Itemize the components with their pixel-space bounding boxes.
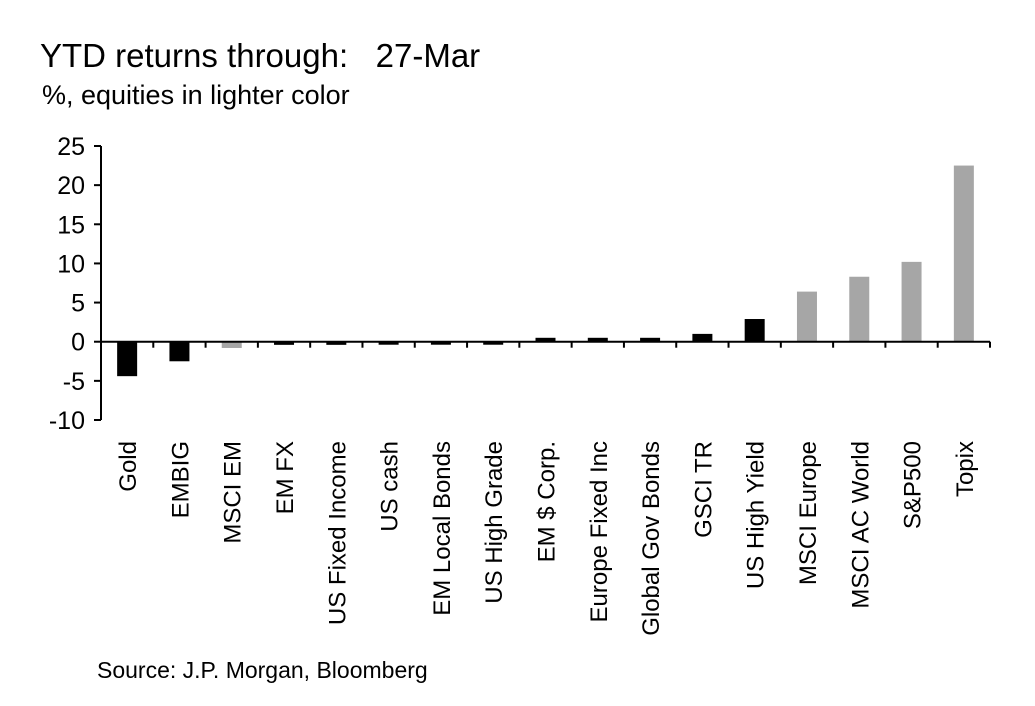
y-tick-label: 20 xyxy=(57,172,85,200)
y-tick-label: -5 xyxy=(63,368,85,396)
x-tick-label: US High Yield xyxy=(743,441,770,589)
bar xyxy=(849,276,870,342)
x-tick-label: Topix xyxy=(952,441,979,497)
x-tick-label: US Fixed Income xyxy=(324,441,351,625)
bar xyxy=(535,337,556,342)
bar xyxy=(483,341,504,345)
y-tick-label: -10 xyxy=(49,407,85,435)
x-tick-label: MSCI EM xyxy=(220,441,247,544)
bar xyxy=(796,291,817,342)
x-tick-label: Europe Fixed Inc xyxy=(586,441,613,622)
y-tick-label: 10 xyxy=(57,250,85,278)
x-tick-label: EM $ Corp. xyxy=(534,441,561,562)
y-tick-label: 5 xyxy=(71,290,85,318)
bar xyxy=(744,319,765,342)
x-tick-label: EM FX xyxy=(272,441,299,514)
x-tick-label: MSCI AC World xyxy=(847,441,874,609)
bar xyxy=(953,165,974,342)
x-tick-label: EM Local Bonds xyxy=(429,441,456,616)
bars xyxy=(117,165,974,377)
chart-subtitle: %, equities in lighter color xyxy=(42,80,350,110)
y-tick-label: 25 xyxy=(57,133,85,161)
bar xyxy=(117,341,138,377)
x-tick-label: Gold xyxy=(115,441,142,492)
bar xyxy=(640,337,661,342)
x-tick-label: S&P500 xyxy=(900,441,927,529)
y-tick-label: 15 xyxy=(57,211,85,239)
y-axis: 25 20 15 10 5 0 -5 -10 xyxy=(49,133,102,435)
bar xyxy=(587,337,608,342)
bar xyxy=(221,341,242,348)
bar xyxy=(692,333,713,342)
x-tick-label: US High Grade xyxy=(481,441,508,604)
source-note: Source: J.P. Morgan, Bloomberg xyxy=(97,657,428,683)
x-tick-label: Global Gov Bonds xyxy=(638,441,665,636)
bar xyxy=(274,341,295,345)
y-tick-label: 0 xyxy=(71,329,85,357)
bar xyxy=(378,341,399,345)
bar xyxy=(430,341,451,345)
bar xyxy=(901,261,922,342)
x-axis: Gold EMBIG MSCI EM EM FX US Fixed Income US c… xyxy=(100,340,991,636)
x-tick-label: EMBIG xyxy=(167,441,194,518)
bar xyxy=(326,341,347,345)
x-tick-label: MSCI Europe xyxy=(795,441,822,585)
x-tick-label: GSCI TR xyxy=(690,441,717,538)
bar xyxy=(169,341,190,362)
x-tick-label: US cash xyxy=(377,441,404,532)
chart-title: YTD returns through: 27-Mar xyxy=(40,37,481,74)
